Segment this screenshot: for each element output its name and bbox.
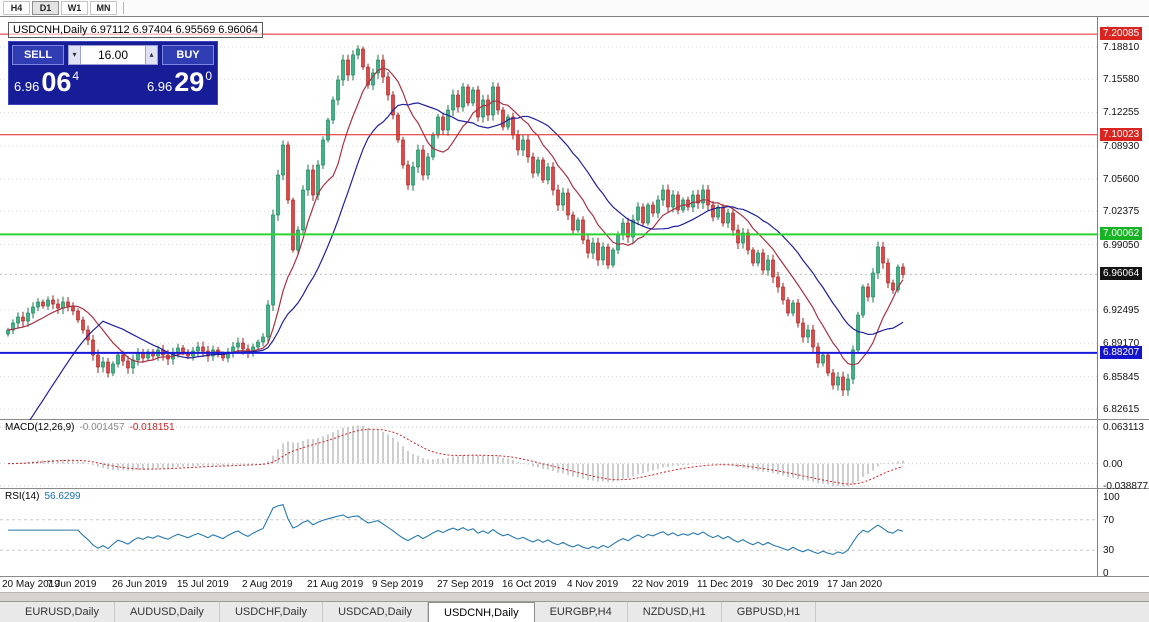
volume-control: ▾ 16.00 ▴ [68, 45, 158, 65]
volume-input[interactable]: 16.00 [81, 45, 145, 65]
toolbar-separator [123, 2, 124, 14]
time-axis-label: 2 Aug 2019 [242, 579, 293, 590]
time-axis-label: 15 Jul 2019 [177, 579, 229, 590]
sell-button[interactable]: SELL [12, 45, 64, 65]
timeframe-toolbar: H4 D1 W1 MN [0, 0, 1149, 17]
time-axis: 20 May 2019 7 Jun 2019 26 Jun 2019 15 Jul 2… [0, 577, 1149, 592]
main-chart-canvas[interactable] [0, 17, 1097, 420]
macd-main-value: -0.001457 [79, 422, 125, 433]
time-axis-label: 26 Jun 2019 [112, 579, 168, 590]
price-tick-label: 7.05600 [1103, 174, 1140, 185]
price-tick-label: 7.15580 [1103, 74, 1140, 86]
rsi-tick-label: 30 [1103, 545, 1115, 557]
price-tick-label: 6.82615 [1103, 403, 1140, 415]
buy-price-pips: 29 [174, 67, 205, 97]
buy-price-point: 0 [205, 69, 212, 83]
tab-usdcad-daily[interactable]: USDCAD,Daily [323, 602, 429, 622]
window-divider-strip [0, 592, 1149, 601]
rsi-tick-label: 70 [1103, 514, 1115, 526]
time-axis-label: 7 Jun 2019 [47, 579, 97, 590]
timeframe-button-w1[interactable]: W1 [61, 1, 88, 15]
macd-indicator-pane: MACD(12,26,9) -0.001457 -0.018151 [0, 420, 1149, 489]
rsi-tick-label: 100 [1103, 492, 1120, 503]
macd-name: MACD(12,26,9) [5, 422, 75, 433]
price-tick-label: 6.99050 [1103, 239, 1140, 251]
timeframe-button-group: H4 D1 W1 MN [2, 0, 118, 16]
level-price-flag: 7.20085 [1100, 27, 1143, 41]
sell-price-pips: 06 [41, 67, 72, 97]
macd-tick-label: -0.038877 [1103, 481, 1149, 493]
price-tick-label: 7.18810 [1103, 41, 1140, 53]
chart-title: USDCNH,Daily 6.97112 6.97404 6.95569 6.9… [8, 22, 264, 38]
timeframe-button-mn[interactable]: MN [90, 1, 117, 15]
rsi-indicator-pane: RSI(14) 56.6299 [0, 489, 1149, 577]
sell-price: 6.96 06 4 [12, 67, 81, 97]
triangle-up-icon: ▴ [149, 50, 154, 59]
time-axis-label: 21 Aug 2019 [307, 579, 364, 590]
time-axis-label: 11 Dec 2019 [697, 579, 753, 590]
price-tick-label: 6.85845 [1103, 371, 1140, 383]
buy-button[interactable]: BUY [162, 45, 214, 65]
triangle-down-icon: ▾ [72, 50, 77, 59]
timeframe-button-d1[interactable]: D1 [32, 1, 59, 15]
rsi-label: RSI(14) 56.6299 [5, 491, 81, 502]
level-price-flag: 7.10023 [1100, 127, 1143, 141]
rsi-value: 56.6299 [44, 491, 81, 502]
tab-usdchf-daily[interactable]: USDCHF,Daily [220, 602, 324, 622]
time-axis-label: 30 Dec 2019 [762, 579, 819, 590]
price-axis-border [1097, 17, 1098, 577]
tab-audusd-daily[interactable]: AUDUSD,Daily [115, 602, 220, 622]
tab-gbpusd-h1[interactable]: GBPUSD,H1 [722, 602, 817, 622]
macd-label: MACD(12,26,9) -0.001457 -0.018151 [5, 422, 175, 433]
macd-canvas[interactable] [0, 420, 1097, 489]
price-tick-label: 7.12255 [1103, 107, 1140, 119]
rsi-tick-label: 0 [1103, 568, 1109, 579]
price-tick-label: 7.08930 [1103, 140, 1140, 152]
rsi-name: RSI(14) [5, 491, 40, 502]
rsi-canvas[interactable] [0, 489, 1097, 577]
time-axis-label: 20 May 2019 [2, 579, 60, 590]
tab-usdcnh-daily[interactable]: USDCNH,Daily [428, 602, 535, 622]
macd-tick-label: 0.00 [1103, 458, 1123, 470]
macd-tick-label: 0.063113 [1103, 422, 1144, 434]
price-tick-label: 6.92495 [1103, 305, 1140, 317]
tab-nzdusd-h1[interactable]: NZDUSD,H1 [628, 602, 722, 622]
time-axis-label: 22 Nov 2019 [632, 579, 689, 590]
tab-eurgbp-h4[interactable]: EURGBP,H4 [535, 602, 628, 622]
time-axis-label: 17 Jan 2020 [827, 579, 883, 590]
buy-price: 6.96 29 0 [145, 67, 214, 97]
buy-price-head: 6.96 [146, 79, 173, 94]
tab-eurusd-daily[interactable]: EURUSD,Daily [10, 602, 115, 622]
volume-increase-button[interactable]: ▴ [145, 45, 158, 65]
chart-area: USDCNH,Daily 6.97112 6.97404 6.95569 6.9… [0, 17, 1149, 579]
price-axis: 7.18810 7.15580 7.12255 7.08930 7.05600 7.023… [1098, 17, 1149, 579]
level-price-flag: 7.00062 [1100, 227, 1143, 241]
price-tick-label: 6.89170 [1103, 338, 1140, 350]
one-click-trading-panel: SELL ▾ 16.00 ▴ BUY 6.96 06 4 6.96 [8, 41, 218, 105]
volume-decrease-button[interactable]: ▾ [68, 45, 81, 65]
current-price-flag: 6.96064 [1100, 267, 1143, 281]
chart-tab-bar: EURUSD,Daily AUDUSD,Daily USDCHF,Daily USDC… [0, 601, 1149, 622]
level-price-flag: 6.88207 [1100, 345, 1143, 359]
time-axis-label: 9 Sep 2019 [372, 579, 424, 590]
time-axis-label: 27 Sep 2019 [437, 579, 494, 590]
time-axis-label: 16 Oct 2019 [502, 579, 557, 590]
timeframe-button-h4[interactable]: H4 [3, 1, 30, 15]
main-price-pane: USDCNH,Daily 6.97112 6.97404 6.95569 6.9… [0, 17, 1149, 420]
sell-price-head: 6.96 [14, 79, 40, 94]
price-tick-label: 7.02375 [1103, 206, 1140, 218]
time-axis-label: 4 Nov 2019 [567, 579, 619, 590]
sell-price-point: 4 [72, 69, 80, 83]
macd-signal-value: -0.018151 [129, 422, 175, 433]
